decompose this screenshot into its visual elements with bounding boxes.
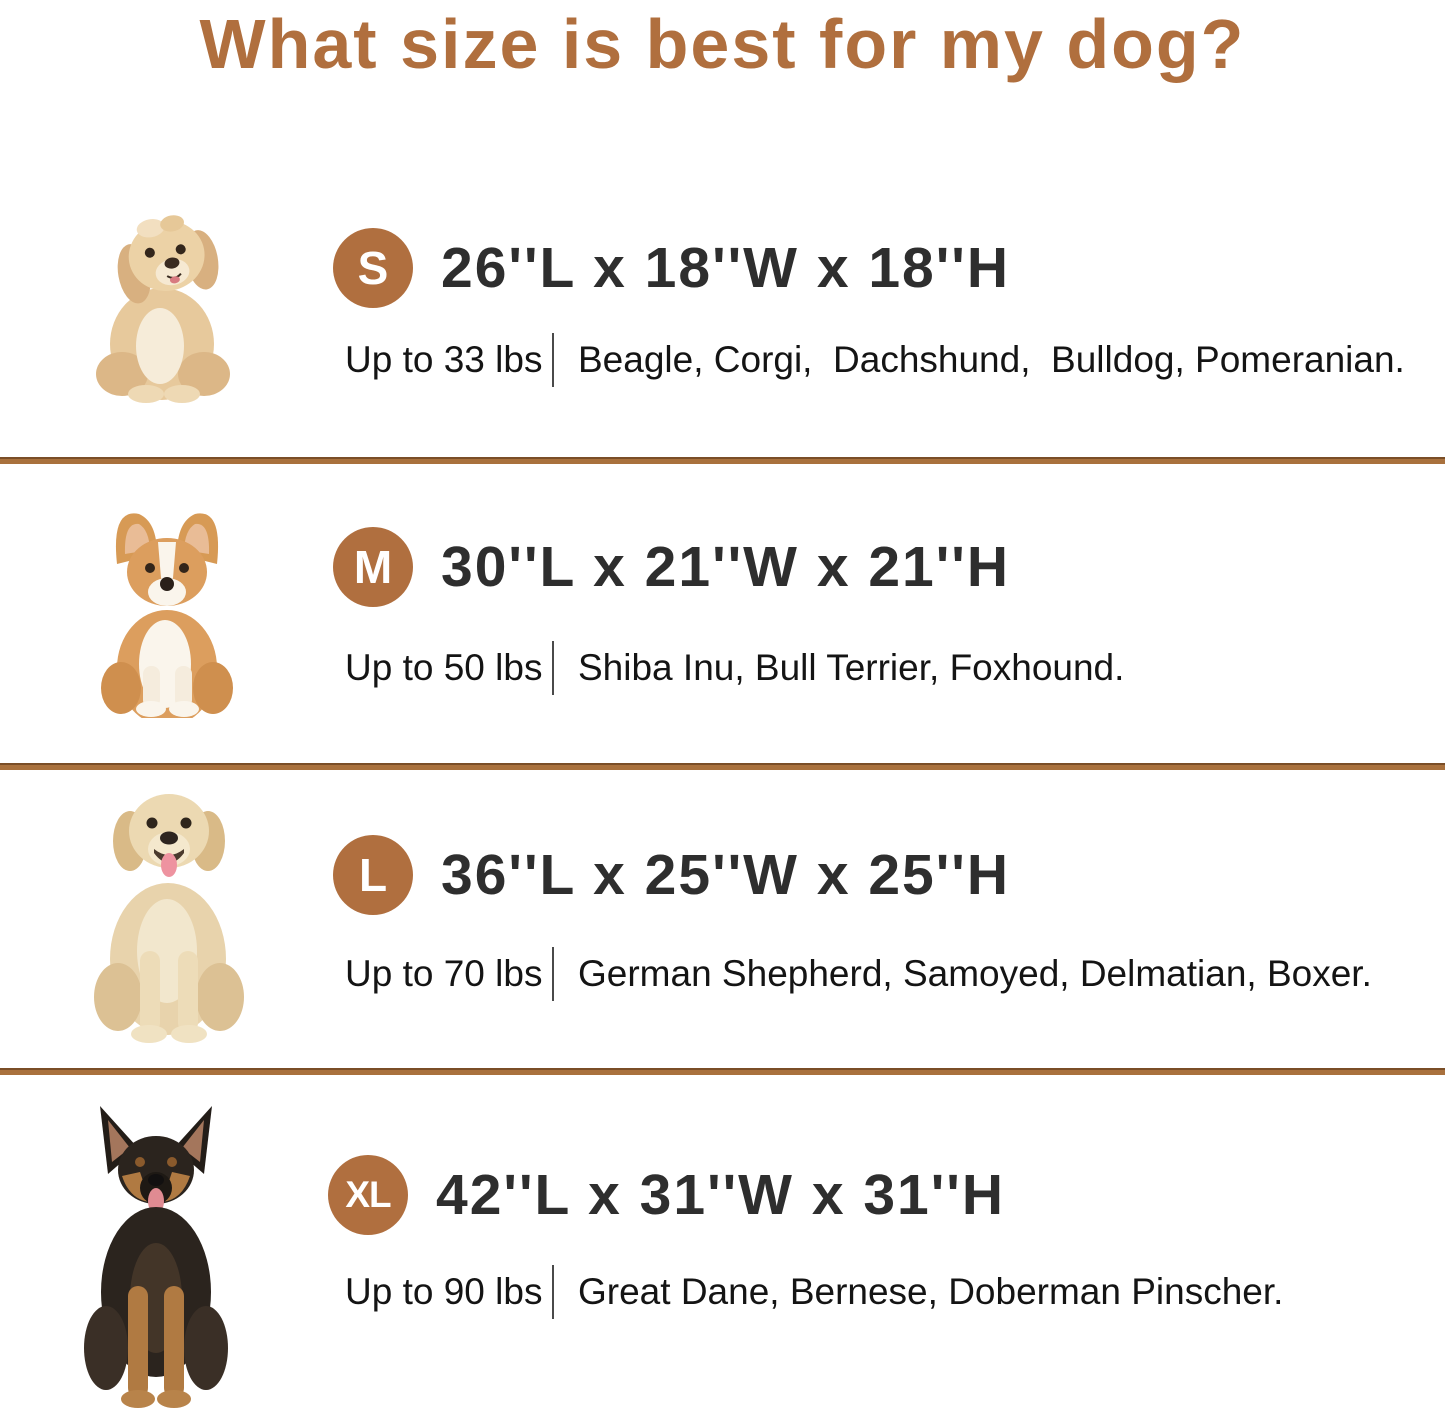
size-row-s-header: S 26''L x 18''W x 18''H — [333, 228, 1010, 308]
separator-bar — [552, 641, 554, 695]
golden-retriever-illustration — [94, 794, 244, 1043]
weight-limit-l: Up to 70 lbs — [345, 953, 543, 994]
german-shepherd-illustration — [84, 1106, 228, 1408]
separator-bar — [552, 333, 554, 387]
row-divider — [0, 1068, 1445, 1075]
dog-photo-xl — [80, 1096, 232, 1411]
dog-photo-medium — [95, 500, 240, 718]
dimensions-l: 36''L x 25''W x 25''H — [441, 843, 1011, 907]
breeds-s: Beagle, Corgi, Dachshund, Bulldog, Pomer… — [578, 339, 1405, 380]
separator-bar — [552, 1265, 554, 1319]
row-divider — [0, 763, 1445, 770]
size-row-m-details: Up to 50 lbs Shiba Inu, Bull Terrier, Fo… — [345, 641, 1124, 695]
size-row-l-header: L 36''L x 25''W x 25''H — [333, 835, 1010, 915]
size-badge-s: S — [333, 228, 413, 308]
dimensions-xl: 42''L x 31''W x 31''H — [436, 1163, 1006, 1227]
fluffy-puppy-illustration — [96, 215, 230, 403]
page-title: What size is best for my dog? — [199, 5, 1246, 83]
breeds-m: Shiba Inu, Bull Terrier, Foxhound. — [578, 647, 1125, 688]
size-row-s-details: Up to 33 lbs Beagle, Corgi, Dachshund, B… — [345, 333, 1405, 387]
weight-limit-m: Up to 50 lbs — [345, 647, 543, 688]
size-badge-l: L — [333, 835, 413, 915]
breeds-xl: Great Dane, Bernese, Doberman Pinscher. — [578, 1271, 1284, 1312]
size-row-xl-header: XL 42''L x 31''W x 31''H — [328, 1155, 1005, 1235]
weight-limit-s: Up to 33 lbs — [345, 339, 543, 380]
weight-limit-xl: Up to 90 lbs — [345, 1271, 543, 1312]
dimensions-s: 26''L x 18''W x 18''H — [441, 236, 1011, 300]
dimensions-m: 30''L x 21''W x 21''H — [441, 535, 1011, 599]
size-row-l-details: Up to 70 lbs German Shepherd, Samoyed, D… — [345, 947, 1372, 1001]
size-badge-m: M — [333, 527, 413, 607]
dog-photo-large — [88, 780, 250, 1046]
size-badge-xl: XL — [328, 1155, 408, 1235]
size-row-m-header: M 30''L x 21''W x 21''H — [333, 527, 1010, 607]
size-row-xl-details: Up to 90 lbs Great Dane, Bernese, Doberm… — [345, 1265, 1283, 1319]
corgi-illustration — [101, 513, 233, 718]
separator-bar — [552, 947, 554, 1001]
breeds-l: German Shepherd, Samoyed, Delmatian, Box… — [578, 953, 1372, 994]
dog-photo-small — [88, 206, 240, 404]
row-divider — [0, 457, 1445, 464]
